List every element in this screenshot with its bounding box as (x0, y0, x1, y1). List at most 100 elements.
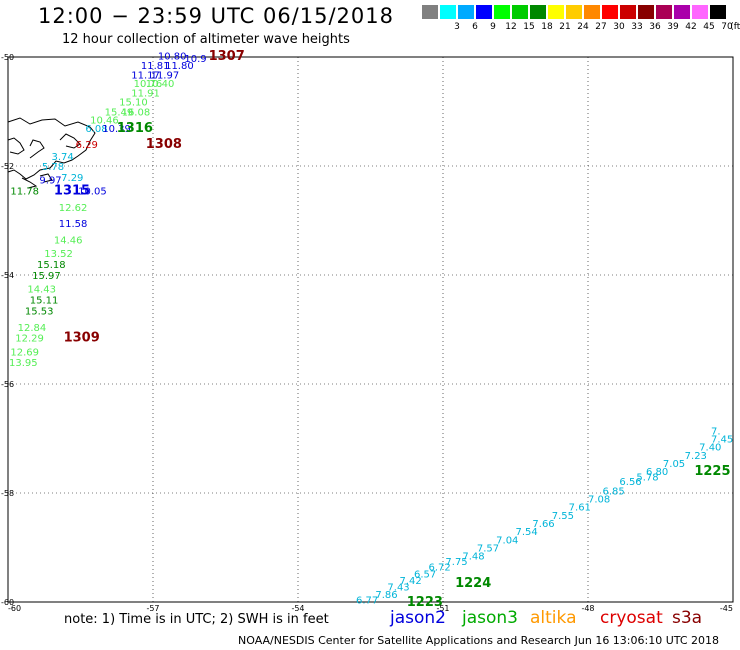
satellite-name: s3a (672, 608, 703, 628)
lat-tick-label: -50 (1, 53, 14, 62)
legend-label: 21 (559, 22, 571, 32)
wave-height-value: 7.55 (552, 511, 574, 522)
wave-height-value: 15.49 (105, 108, 134, 119)
wave-height-value: 6.80 (646, 467, 668, 478)
legend-label: 36 (649, 22, 661, 32)
legend-swatch (710, 5, 726, 19)
legend-label: 45 (703, 22, 715, 32)
legend-swatch (530, 5, 546, 19)
wave-height-value: 10.76 (134, 79, 163, 90)
wave-height-value: 7.48 (462, 552, 484, 563)
wave-height-value: 11.80 (165, 61, 194, 72)
wave-height-value: 7.42 (400, 576, 422, 587)
wave-height-value: 15.11 (30, 296, 59, 307)
lon-tick-label: -54 (291, 604, 304, 613)
pass-time-label: 1307 (209, 49, 245, 64)
wave-height-value: 10.46 (90, 116, 119, 127)
wave-height-value: 15.97 (32, 271, 61, 282)
pass-time-label: 1225 (694, 464, 730, 479)
lon-tick-label: -57 (146, 604, 159, 613)
legend-label: 33 (631, 22, 643, 32)
satellite-name: jason3 (462, 608, 518, 628)
wave-height-value: 10.05 (78, 187, 107, 198)
wave-height-value: 15.53 (25, 306, 54, 317)
wave-height-value: 7.57 (477, 544, 499, 555)
wave-height-value: 7.08 (588, 494, 610, 505)
wave-height-value: 5.78 (636, 473, 658, 484)
wave-height-value: 11.78 (10, 187, 39, 198)
legend-label: 27 (595, 22, 607, 32)
pass-time-label: 1309 (64, 331, 100, 346)
wave-height-value: 10.40 (146, 79, 175, 90)
wave-height-value: 7.54 (516, 527, 538, 538)
wave-height-value: 11.81 (141, 61, 170, 72)
wave-height-value: 7.66 (532, 519, 554, 530)
wave-height-value: 12.84 (18, 323, 47, 334)
wave-height-value: 5.78 (42, 162, 64, 173)
wave-height-value: 12.69 (10, 347, 39, 358)
pass-time-label: 1223 (407, 595, 443, 610)
lon-tick-label: -45 (720, 604, 733, 613)
wave-height-value: 7.75 (445, 557, 467, 568)
legend-label: 9 (490, 22, 496, 32)
satellite-name: altika (530, 608, 577, 628)
legend-label: 42 (685, 22, 697, 32)
page-subtitle: 12 hour collection of altimeter wave hei… (62, 32, 350, 47)
lat-tick-label: -52 (1, 162, 14, 171)
legend-swatch (476, 5, 492, 19)
wave-height-value: 16.08 (122, 108, 151, 119)
wave-height-value: 7.23 (685, 451, 707, 462)
legend-label: 39 (667, 22, 679, 32)
axis-tick-labels: -60 -57 -54 -51 -48 -45 -50 -52 -54 -56 -58 -60 (1, 53, 733, 613)
wave-height-value: 9.97 (39, 176, 61, 187)
legend-label: 15 (523, 22, 535, 32)
legend-label: 70 (721, 22, 733, 32)
legend-swatch (638, 5, 654, 19)
credit-footer: NOAA/NESDIS Center for Satellite Applica… (238, 634, 720, 647)
lat-tick-label: -60 (1, 598, 14, 607)
lon-tick-label: -48 (581, 604, 594, 613)
legend-swatch (422, 5, 438, 19)
map-grid (7, 56, 734, 603)
legend-swatch (512, 5, 528, 19)
coastline (7, 117, 96, 189)
wave-height-value: 7.43 (387, 583, 409, 594)
lat-tick-label: -56 (1, 380, 14, 389)
wave-height-value: 7.86 (375, 590, 397, 601)
wave-height-value: 7.45 (711, 435, 733, 446)
wave-height-value: 12.29 (15, 334, 44, 345)
legend-swatch (494, 5, 510, 19)
legend-swatch (656, 5, 672, 19)
units-note: note: 1) Time is in UTC; 2) SWH is in fe… (64, 612, 329, 627)
pass-time-label: 1308 (146, 137, 182, 152)
wave-height-value: 13.95 (9, 358, 38, 369)
legend-unit: (ft) (730, 22, 740, 32)
wave-height-value: 10.80 (158, 51, 187, 62)
wave-height-value: 15.18 (37, 260, 66, 271)
legend-swatch (458, 5, 474, 19)
wave-height-value: 7.29 (61, 173, 83, 184)
wave-height-value: 7.61 (569, 503, 591, 514)
satellite-name: cryosat (600, 608, 663, 628)
map-frame (7, 56, 734, 603)
wave-height-value: 12.62 (59, 203, 88, 214)
legend-swatch (440, 5, 456, 19)
legend-label: 30 (613, 22, 625, 32)
legend-label: 24 (577, 22, 589, 32)
lat-tick-label: -58 (1, 489, 14, 498)
lon-tick-label: -60 (8, 604, 21, 613)
wave-height-value: 3.74 (52, 152, 74, 163)
wave-height-value: 11.17 (131, 70, 160, 81)
pass-time-label: 1316 (117, 121, 153, 136)
legend-swatch (602, 5, 618, 19)
legend-label: 6 (472, 22, 478, 32)
legend-label: 18 (541, 22, 553, 32)
legend-swatch (692, 5, 708, 19)
pass-time-label: 1315 (54, 184, 90, 199)
legend-swatch (620, 5, 636, 19)
wave-height-value: 13.52 (44, 249, 73, 260)
page-title: 12:00 − 23:59 UTC 06/15/2018 (38, 4, 395, 28)
legend-swatch (584, 5, 600, 19)
wave-height-value: 14.46 (54, 236, 83, 247)
